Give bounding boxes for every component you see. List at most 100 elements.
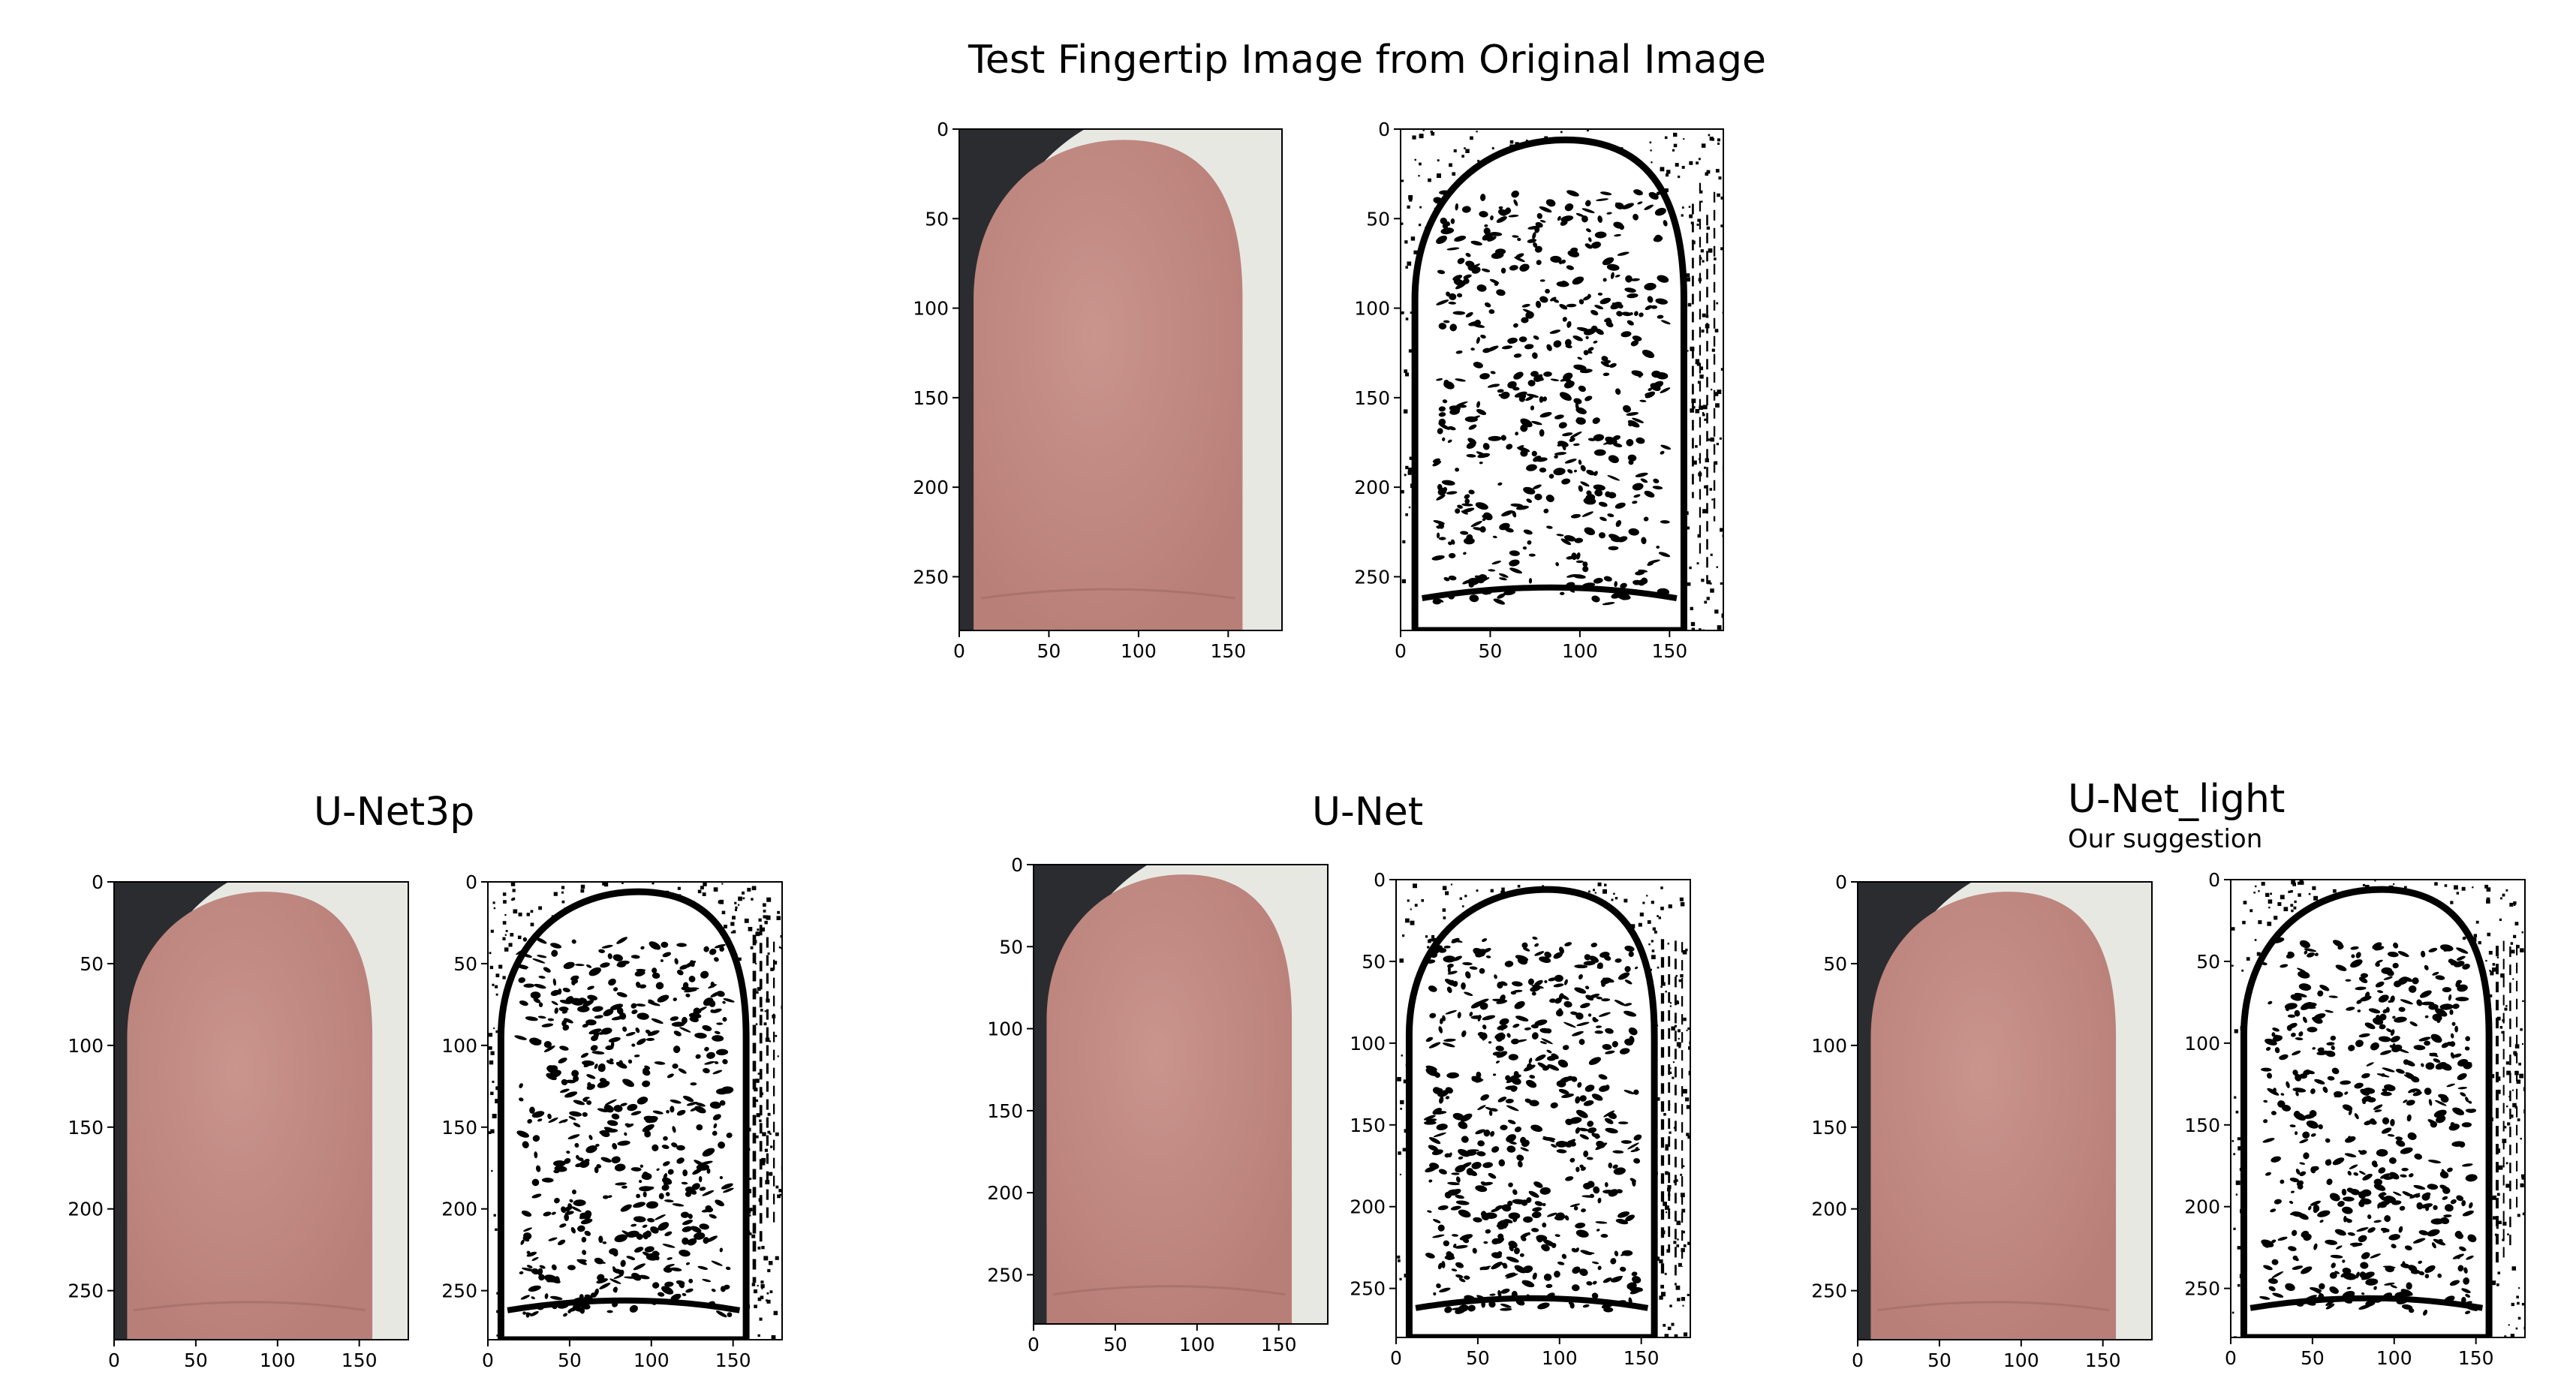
y-tick: 200 (441, 1199, 488, 1220)
y-tick: 0 (1378, 119, 1401, 140)
y-tick-label: 250 (68, 1280, 104, 1302)
x-tick: 150 (715, 1340, 751, 1371)
group-title-unet-light: U-Net_light (2068, 777, 2286, 822)
y-tick-label: 100 (1350, 1033, 1386, 1055)
x-tick: 100 (1121, 630, 1157, 662)
x-tick: 50 (1103, 1324, 1127, 1355)
y-tick-label: 250 (1811, 1280, 1847, 1302)
y-tick: 100 (1350, 1033, 1396, 1055)
y-tick-label: 0 (1011, 854, 1023, 876)
y-tick-label: 250 (913, 566, 949, 588)
x-tick: 100 (1179, 1324, 1215, 1355)
panel-unet-color: 0 50 100 150 0 50 100 150 200 250 (987, 854, 1329, 1355)
y-tick-label: 50 (925, 208, 949, 230)
x-tick: 0 (2225, 1337, 2237, 1369)
x-tick: 50 (1037, 630, 1061, 662)
x-tick-label: 100 (1121, 640, 1157, 662)
y-tick: 150 (441, 1117, 488, 1139)
axes-frame (487, 881, 783, 1340)
y-tick-label: 250 (1354, 566, 1390, 588)
y-tick: 100 (987, 1018, 1034, 1040)
y-tick-label: 50 (2196, 951, 2220, 973)
x-tick-label: 100 (1542, 1347, 1578, 1369)
y-tick-label: 150 (1350, 1115, 1386, 1136)
panel-image: 0 50 100 150 0 50 100 150 200 250 (987, 854, 1329, 1355)
y-tick-label: 0 (92, 871, 104, 893)
y-tick-label: 50 (1366, 208, 1390, 230)
panel-unet-light-color: 0 50 100 150 0 50 100 150 200 250 (1811, 871, 2153, 1371)
y-tick: 200 (987, 1182, 1034, 1204)
y-tick-label: 200 (1811, 1199, 1847, 1220)
x-tick: 0 (108, 1340, 120, 1371)
x-tick: 50 (2301, 1337, 2325, 1369)
x-tick-label: 150 (1210, 640, 1246, 662)
panel-image: 0 50 100 150 0 50 100 150 200 250 (1354, 119, 1724, 662)
y-tick-label: 100 (441, 1035, 477, 1057)
x-tick-label: 50 (1466, 1347, 1490, 1369)
y-tick: 0 (465, 871, 488, 893)
y-tick: 50 (1362, 951, 1396, 973)
x-tick: 150 (342, 1340, 378, 1371)
y-tick: 250 (2184, 1278, 2231, 1300)
x-tick: 50 (1927, 1340, 1952, 1371)
group-title-unet3p: U-Net3p (314, 790, 475, 835)
x-tick: 0 (482, 1340, 494, 1371)
x-tick-label: 0 (1390, 1347, 1402, 1369)
y-tick-label: 150 (441, 1117, 477, 1139)
axes-frame (2230, 879, 2526, 1338)
y-tick-label: 150 (987, 1100, 1023, 1122)
x-tick-label: 0 (953, 640, 965, 662)
y-tick-label: 100 (68, 1035, 104, 1057)
x-tick-label: 100 (260, 1349, 296, 1371)
y-tick-label: 250 (1350, 1278, 1386, 1300)
x-tick-label: 50 (1103, 1334, 1127, 1355)
x-tick: 150 (1651, 630, 1687, 662)
y-tick: 200 (1811, 1199, 1858, 1220)
x-tick-label: 150 (2085, 1349, 2121, 1371)
y-tick-label: 150 (2184, 1115, 2220, 1136)
y-tick: 250 (1350, 1278, 1396, 1300)
y-tick-label: 50 (80, 953, 104, 975)
y-tick-label: 150 (1811, 1117, 1847, 1139)
x-tick: 0 (1390, 1337, 1402, 1369)
main-title: Test Fingertip Image from Original Image (968, 38, 1767, 83)
y-tick: 100 (1354, 298, 1401, 320)
y-tick-label: 200 (68, 1199, 104, 1220)
panel-image: 0 50 100 150 0 50 100 150 200 250 (913, 119, 1283, 662)
x-tick-label: 100 (2003, 1349, 2039, 1371)
panel-image: 0 50 100 150 0 50 100 150 200 250 (1350, 869, 1691, 1369)
y-tick: 100 (2184, 1033, 2231, 1055)
y-tick: 0 (937, 119, 959, 140)
x-tick: 100 (260, 1340, 296, 1371)
x-tick: 150 (2085, 1340, 2121, 1371)
y-tick: 100 (441, 1035, 488, 1057)
x-tick-label: 50 (1037, 640, 1061, 662)
x-tick-label: 150 (715, 1349, 751, 1371)
group-subtitle-unet-light: Our suggestion (2068, 824, 2263, 854)
y-tick: 200 (1354, 477, 1401, 498)
x-tick-label: 50 (184, 1349, 208, 1371)
y-tick: 50 (1366, 208, 1401, 230)
y-tick: 250 (1354, 566, 1401, 588)
x-tick-label: 100 (2376, 1347, 2412, 1369)
y-tick-label: 0 (1374, 869, 1386, 891)
y-tick-label: 0 (937, 119, 949, 140)
y-tick-label: 250 (2184, 1278, 2220, 1300)
x-tick-label: 50 (1927, 1349, 1952, 1371)
x-tick: 150 (1261, 1324, 1297, 1355)
y-tick: 200 (1350, 1196, 1396, 1218)
y-tick-label: 50 (453, 953, 477, 975)
x-tick: 50 (1466, 1337, 1490, 1369)
axes-frame (1395, 879, 1691, 1338)
y-tick: 0 (2208, 869, 2231, 891)
x-tick-label: 100 (1179, 1334, 1215, 1355)
y-tick: 150 (1354, 387, 1401, 409)
x-tick: 150 (2458, 1337, 2494, 1369)
y-tick: 150 (1350, 1115, 1396, 1136)
x-tick-label: 100 (633, 1349, 670, 1371)
y-tick-label: 100 (1811, 1035, 1847, 1057)
panel-image: 0 50 100 150 0 50 100 150 200 250 (68, 871, 409, 1371)
x-tick: 0 (1028, 1324, 1040, 1355)
y-tick: 0 (92, 871, 114, 893)
y-tick-label: 100 (1354, 298, 1390, 320)
